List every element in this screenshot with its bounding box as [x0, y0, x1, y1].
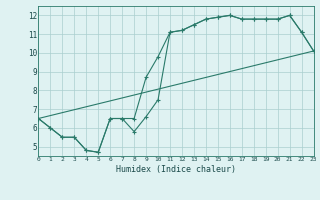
X-axis label: Humidex (Indice chaleur): Humidex (Indice chaleur) — [116, 165, 236, 174]
